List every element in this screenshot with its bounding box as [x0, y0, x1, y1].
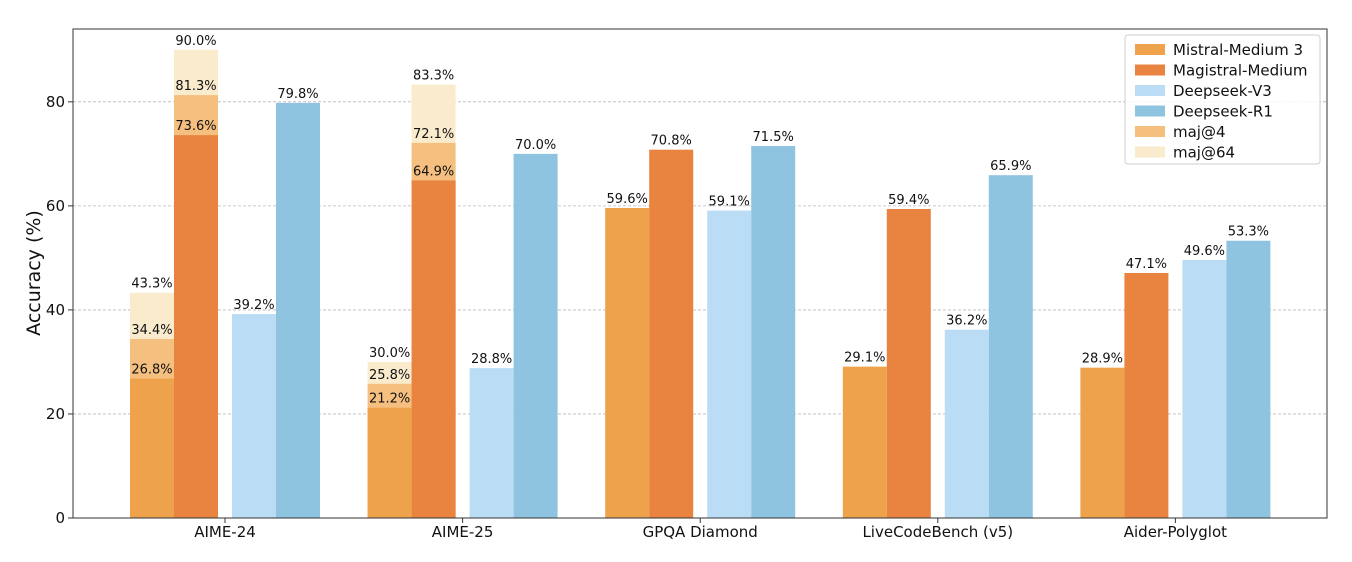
bar-deepseek-r1: [513, 153, 558, 518]
legend-swatch: [1135, 126, 1165, 137]
bar-magistral-medium: [1124, 272, 1169, 518]
bar-value-label: 65.9%: [990, 159, 1031, 174]
bar-magistral-medium: [174, 135, 218, 518]
bar-value-label: 28.9%: [1082, 352, 1123, 367]
bar-value-label: 34.4%: [131, 323, 172, 338]
y-tick-label: 60: [46, 197, 65, 215]
bar-value-label: 70.8%: [651, 134, 692, 149]
bar-value-label: 79.8%: [277, 87, 318, 102]
bar-value-label: 59.6%: [607, 192, 648, 207]
bar-value-label: 47.1%: [1126, 257, 1167, 272]
y-tick-label: 40: [46, 301, 65, 319]
bar-mistral-medium-3: [1080, 367, 1125, 518]
legend-swatch: [1135, 44, 1165, 55]
x-tick-label: AIME-25: [432, 523, 494, 541]
x-tick-label: Aider-Polyglot: [1124, 523, 1227, 541]
y-tick-label: 0: [55, 509, 65, 527]
bar-value-label: 26.8%: [131, 363, 172, 378]
bar-value-label: 53.3%: [1228, 225, 1269, 240]
bar-magistral-medium: [886, 208, 931, 518]
bar-deepseek-r1: [276, 102, 320, 519]
bar-deepseek-v3: [707, 210, 752, 518]
bar-value-label: 29.1%: [844, 351, 885, 366]
bar-mistral-medium-3: [842, 366, 887, 518]
bar-value-label: 81.3%: [175, 79, 216, 94]
bars: [130, 49, 1271, 519]
bar-value-label: 39.2%: [233, 298, 274, 313]
legend-box: [1124, 34, 1321, 165]
bar-deepseek-r1: [1226, 240, 1271, 518]
bar-value-label: 70.0%: [515, 138, 556, 153]
x-tick-label: AIME-24: [194, 523, 256, 541]
legend: Mistral-Medium 3 Magistral-Medium Deepseek…: [1124, 34, 1321, 165]
bar-value-label: 49.6%: [1184, 244, 1225, 259]
bar-mistral-medium-3: [130, 378, 174, 518]
legend-item-label: Magistral-Medium: [1173, 62, 1307, 80]
bar-value-label: 83.3%: [413, 69, 454, 84]
bar-value-label: 28.8%: [471, 352, 512, 367]
bar-value-label: 21.2%: [369, 392, 410, 407]
bar-mistral-medium-3: [605, 207, 650, 518]
bar-value-label: 25.8%: [369, 368, 410, 383]
bar-mistral-medium-3: [367, 407, 412, 518]
bar-deepseek-r1: [988, 175, 1033, 518]
y-axis-title: Accuracy (%): [23, 210, 45, 336]
x-tick-label: GPQA Diamond: [643, 523, 758, 541]
y-tick-label: 20: [46, 405, 65, 423]
bar-value-labels: 26.8% 43.3% 34.4% 73.6% 90.0% 81.3% 39.2% 79.8%…: [131, 34, 1269, 407]
bar-magistral-medium: [649, 149, 694, 518]
bar-value-label: 72.1%: [413, 127, 454, 142]
plot-frame: [72, 28, 1328, 519]
bar-value-label: 71.5%: [753, 130, 794, 145]
bar-magistral-medium: [411, 180, 456, 519]
legend-item-label: Mistral-Medium 3: [1173, 41, 1303, 59]
y-tick-label: 80: [46, 93, 65, 111]
legend-item-label: maj@4: [1173, 123, 1226, 141]
legend-swatch: [1135, 146, 1165, 158]
legend-item-label: Deepseek-V3: [1173, 82, 1272, 100]
bar-value-label: 73.6%: [175, 119, 216, 134]
bar-deepseek-v3: [232, 314, 276, 518]
legend-swatch: [1135, 64, 1165, 76]
legend-swatch: [1135, 85, 1165, 96]
bar-deepseek-v3: [469, 368, 514, 518]
bar-value-label: 59.4%: [888, 193, 929, 208]
legend-swatch: [1135, 105, 1165, 117]
bar-value-label: 90.0%: [175, 34, 216, 49]
legend-item-label: Deepseek-R1: [1173, 103, 1273, 121]
bar-deepseek-v3: [944, 329, 989, 518]
bar-deepseek-r1: [751, 146, 796, 519]
bar-value-label: 59.1%: [709, 195, 750, 210]
axes: AIME-24 AIME-25 GPQA Diamond LiveCodeBench …: [46, 28, 1328, 541]
bar-value-label: 36.2%: [946, 314, 987, 329]
bar-deepseek-v3: [1182, 259, 1227, 518]
bar-value-label: 64.9%: [413, 164, 454, 179]
bar-value-label: 30.0%: [369, 346, 410, 361]
x-tick-label: LiveCodeBench (v5): [862, 523, 1013, 541]
bar-value-label: 43.3%: [131, 277, 172, 292]
legend-item-label: maj@64: [1173, 144, 1235, 162]
